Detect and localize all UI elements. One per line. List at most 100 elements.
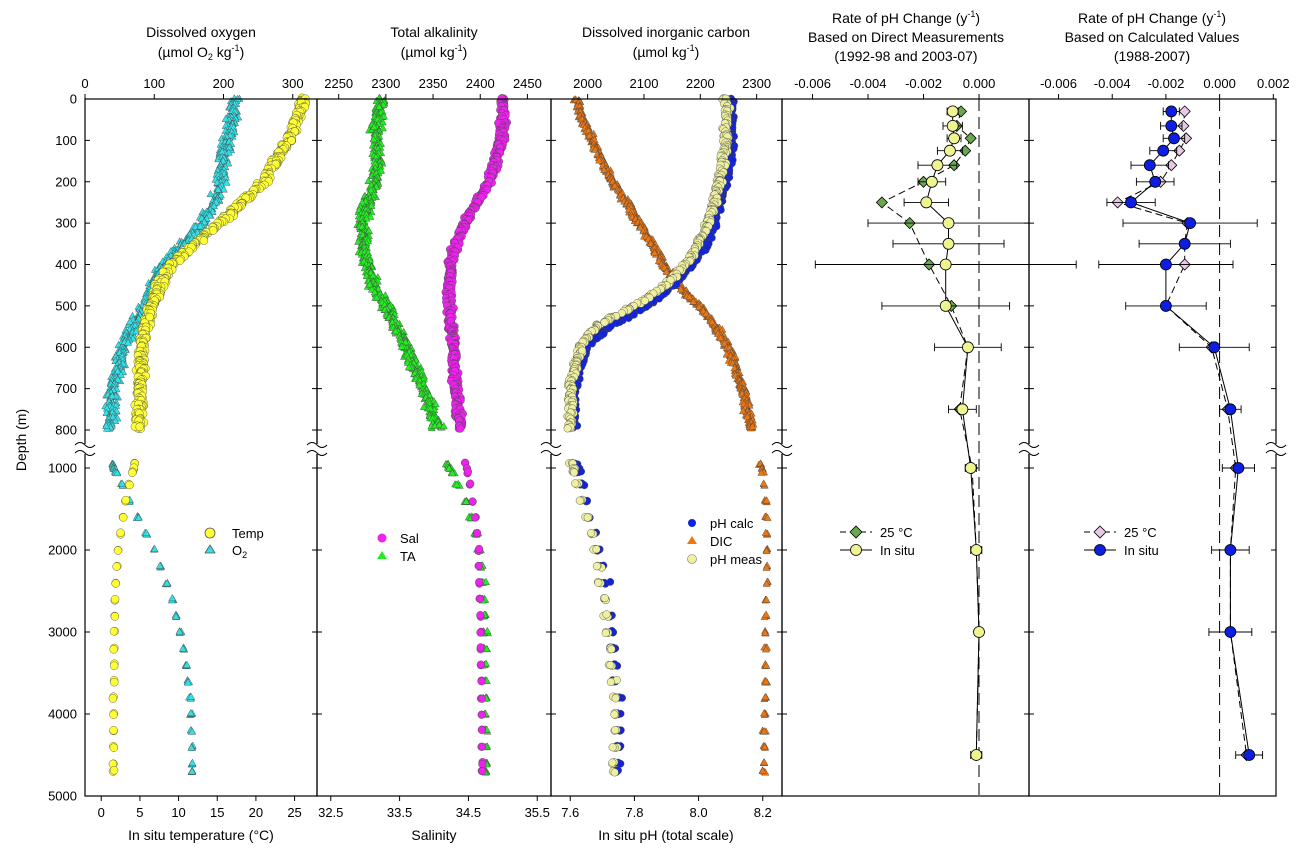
panel1-top-tick-label: 300 xyxy=(282,76,304,91)
dic-point xyxy=(759,479,768,487)
o2-point xyxy=(111,416,120,424)
panel4-25-c-point xyxy=(875,196,888,209)
temp-point xyxy=(135,422,144,431)
o2-point xyxy=(187,743,196,751)
panel1-bottom-tick-label: 0 xyxy=(98,805,105,820)
o2-point xyxy=(142,528,151,536)
legend-o2-label: O2 xyxy=(232,543,247,560)
o2-point xyxy=(188,758,197,766)
ph-meas-point xyxy=(611,726,620,735)
panel4-in-situ-point xyxy=(973,626,985,638)
y-tick-label: 600 xyxy=(55,340,77,355)
panel1-frame xyxy=(84,98,318,797)
sal-point xyxy=(475,544,484,553)
legend-o2-label-sub: 2 xyxy=(242,550,247,560)
temp-point xyxy=(108,694,118,703)
o2-point xyxy=(108,412,117,420)
panel3-xlabel: In situ pH (total scale) xyxy=(598,827,733,843)
panel2-frame xyxy=(316,98,552,797)
panel3-top-tick-label: 2300 xyxy=(742,76,771,91)
panel5-in-situ-line xyxy=(1130,111,1250,756)
sal-point xyxy=(473,529,482,538)
ph-calc-point xyxy=(606,578,615,586)
panel1-title-line2-pre: (µmol O xyxy=(158,44,208,60)
panel5-in-situ-point xyxy=(1149,175,1162,188)
o2-point xyxy=(188,727,196,735)
temp-point xyxy=(109,743,119,752)
sal-point xyxy=(477,742,486,751)
o2-point xyxy=(221,114,230,122)
panel1-title-line2: (µmol O2 kg-1) xyxy=(158,43,244,62)
panel5-in-situ-point xyxy=(1157,144,1170,157)
panel5-in-situ-point xyxy=(1125,196,1137,209)
temp-point xyxy=(119,513,128,522)
panel5-in-situ-point xyxy=(1224,403,1237,416)
depth-axis-label: Depth (m) xyxy=(13,409,29,471)
panel2-title-line2-pre: (µmol kg xyxy=(401,44,455,60)
panel2-top-tick-label: 2350 xyxy=(419,76,448,91)
panel5-title-line1-pre: Rate of pH Change (y xyxy=(1078,10,1213,26)
panel4-top-tick-label: -0.006 xyxy=(794,76,831,91)
temp-point xyxy=(112,562,121,571)
y-tick-label: 400 xyxy=(55,257,77,272)
panel4-title-line1: Rate of pH Change (y-1) xyxy=(832,9,980,26)
o2-point xyxy=(210,201,219,210)
ph-meas-point xyxy=(606,661,615,670)
panel2-bottom-tick-label: 33.5 xyxy=(387,805,412,820)
y-tick-label: 4000 xyxy=(48,707,77,722)
axis-break xyxy=(1018,442,1040,456)
ph-meas-point xyxy=(587,529,596,538)
panel5-in-situ-point xyxy=(1224,626,1237,638)
o2-point xyxy=(175,627,184,635)
y-tick-label: 700 xyxy=(55,381,77,396)
panel5-title-line2: Based on Calculated Values xyxy=(1065,29,1240,45)
panel1-top-tick-label: 100 xyxy=(143,76,165,91)
o2-point xyxy=(206,189,215,197)
y-tick-label: 300 xyxy=(55,216,77,231)
sal-point xyxy=(476,628,485,637)
panel4-in-situ-line xyxy=(925,111,980,756)
panel5-in-situ-point xyxy=(1143,159,1156,172)
sal-point xyxy=(476,643,485,652)
sal-point xyxy=(476,611,485,620)
temp-point xyxy=(287,136,296,145)
axis-break xyxy=(771,442,793,456)
sal-point xyxy=(478,760,487,769)
legend-dic-label: DIC xyxy=(710,534,732,549)
panel3-title-line2-post: ) xyxy=(695,44,700,60)
sal-point xyxy=(474,562,483,571)
panel4-in-situ-point xyxy=(920,196,933,209)
panel1-top-tick-label: 200 xyxy=(213,76,235,91)
panel1-top-tick-label: 0 xyxy=(81,76,88,91)
panel1-bottom-tick-label: 10 xyxy=(171,805,185,820)
panel3-top-tick-label: 2100 xyxy=(630,76,659,91)
y-tick-label: 1000 xyxy=(48,461,77,476)
panel2-bottom-tick-label: 34.5 xyxy=(456,805,481,820)
panel1-title-line2-post: ) xyxy=(240,44,245,60)
sal-point xyxy=(476,594,485,603)
panel4-in-situ-point xyxy=(970,544,983,556)
o2-point xyxy=(219,185,228,193)
legend-p5-25-marker xyxy=(1093,525,1107,539)
panel2-top-tick-label: 2400 xyxy=(466,76,495,91)
panel4-in-situ-point xyxy=(946,105,959,118)
panel4-in-situ-point xyxy=(964,462,977,474)
panel2-bottom-tick-label: 32.5 xyxy=(318,805,343,820)
panel4-legend: 25 °C In situ xyxy=(840,525,915,558)
legend-ta-label: TA xyxy=(400,549,416,564)
y-tick-label: 800 xyxy=(55,423,77,438)
panel5-title-line3: (1988-2007) xyxy=(1114,48,1190,64)
o2-point xyxy=(172,612,180,620)
panel4-title-line2: Based on Direct Measurements xyxy=(808,29,1004,45)
ph-meas-point xyxy=(575,496,584,505)
panel4-in-situ-point xyxy=(926,175,938,188)
ph-meas-point xyxy=(583,513,592,522)
o2-point xyxy=(224,159,233,167)
temp-point xyxy=(208,226,218,235)
panel4-in-situ-point xyxy=(946,120,959,132)
o2-point xyxy=(214,185,223,193)
legend-p4-insitu-marker xyxy=(850,544,862,556)
y-tick-label: 100 xyxy=(55,133,77,148)
ph-meas-point xyxy=(608,743,617,752)
